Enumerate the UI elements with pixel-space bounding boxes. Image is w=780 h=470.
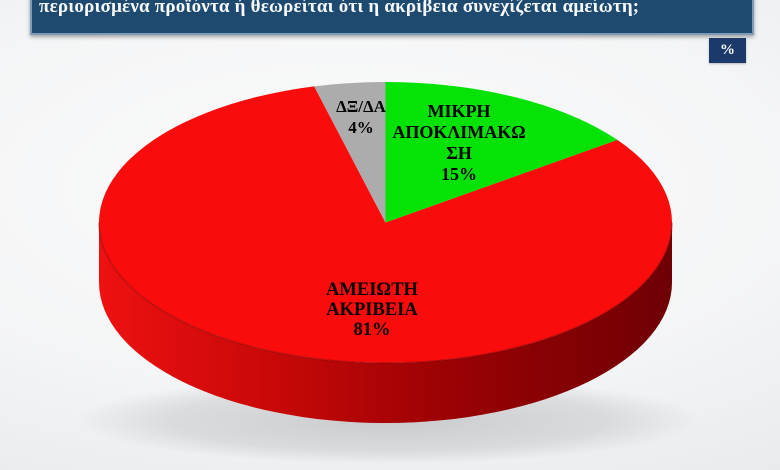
pie-slice-dx-da [314, 81, 386, 223]
title-bar: περιορισμένα προϊόντα ή θεωρείται ότι η … [30, 0, 754, 35]
pie-rim-edge [98, 222, 673, 364]
pie-side-wall [99, 222, 672, 423]
slide-title: περιορισμένα προϊόντα ή θεωρείται ότι η … [39, 0, 640, 17]
pie-slice-mikri-apoklimakosi [385, 81, 618, 223]
pie-slice-ameioti-akriveia [99, 86, 673, 363]
unit-percent-badge: % [709, 38, 746, 63]
